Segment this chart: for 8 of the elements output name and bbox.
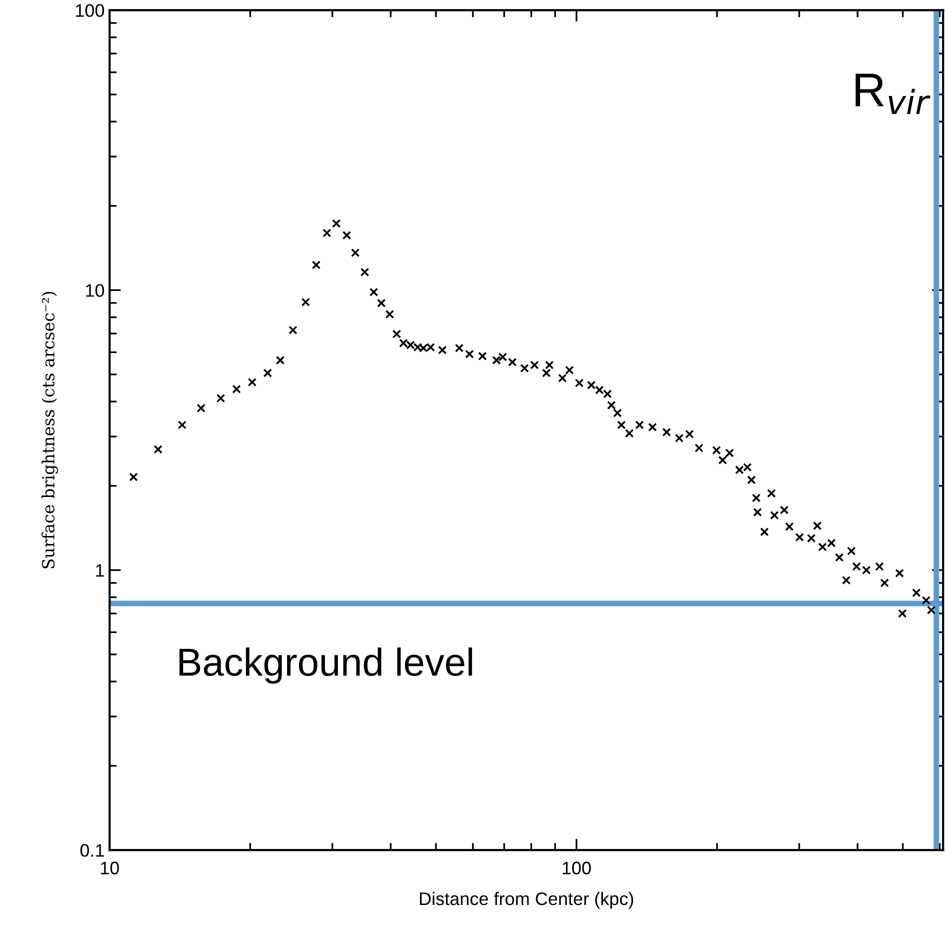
y-axis-title: Surface brightness (cts arcsec⁻²) <box>42 292 58 568</box>
y-tick-label: 100 <box>76 4 104 17</box>
y-tick-label: 1 <box>96 564 104 577</box>
ref-line-label: R$_{vir}$ <box>856 74 930 114</box>
ref-line-label: Background level <box>179 647 472 684</box>
y-tick-label: 0.1 <box>80 844 104 857</box>
x-axis-title: Distance from Center (kpc) <box>420 892 634 909</box>
y-tick-label: 10 <box>86 284 104 297</box>
